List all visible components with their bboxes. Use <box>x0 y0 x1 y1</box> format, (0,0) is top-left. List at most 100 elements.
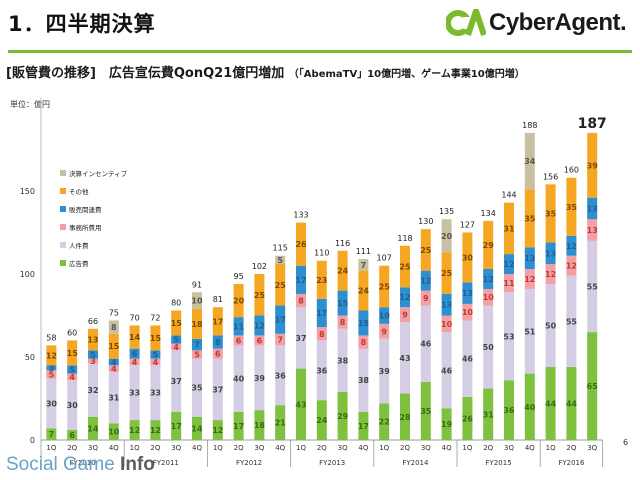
data-label: 46 <box>420 340 432 349</box>
bar-segment <box>67 340 78 366</box>
data-label: 7 <box>49 430 55 439</box>
x-tick-label: 3Q <box>504 444 514 452</box>
bar-segment <box>296 222 306 266</box>
x-tick-label: 3Q <box>421 444 431 452</box>
bar-segment <box>254 335 265 346</box>
legend-label: 決算インセンティブ <box>69 169 128 178</box>
data-label: 17 <box>358 422 369 431</box>
total-label: 127 <box>460 221 475 230</box>
data-label: 25 <box>275 281 287 290</box>
data-label: 35 <box>524 214 536 223</box>
cyberagent-logo: CyberAgent. <box>446 8 632 38</box>
data-label: 25 <box>420 246 432 255</box>
bar-segment <box>46 370 57 379</box>
bar-segment <box>400 307 410 323</box>
bar-segment <box>587 219 598 241</box>
watermark-text-b: Info <box>120 454 155 475</box>
data-label: 30 <box>67 401 79 410</box>
bar-segment <box>420 381 431 440</box>
bar-segment <box>212 348 223 359</box>
bar-segment <box>524 132 535 190</box>
data-label: 19 <box>441 420 453 429</box>
data-label: 23 <box>316 276 327 285</box>
bar-segment <box>337 250 348 291</box>
y-tick-label: 0 <box>30 436 35 445</box>
bar-segment <box>441 408 452 440</box>
data-label: 36 <box>316 366 328 375</box>
data-label: 17 <box>275 316 286 325</box>
bar-segment <box>254 345 265 411</box>
data-label: 17 <box>171 422 182 431</box>
x-tick-label: 1Q <box>213 444 223 452</box>
bar-segment <box>337 328 348 392</box>
data-label: 4 <box>173 343 179 352</box>
bar-segment <box>171 350 182 412</box>
cyberagent-logo-mark-icon <box>446 9 486 36</box>
data-label: 4 <box>111 365 117 374</box>
total-label: 115 <box>273 244 288 253</box>
data-label: 13 <box>462 289 473 298</box>
x-tick-label: 2Q <box>400 444 410 452</box>
data-label: 15 <box>171 319 183 328</box>
data-label: 8 <box>111 323 117 332</box>
data-label: 31 <box>108 394 120 403</box>
data-label: 33 <box>129 389 140 398</box>
data-label: 5 <box>69 365 75 374</box>
data-label: 31 <box>483 410 495 419</box>
total-label: 107 <box>377 254 392 263</box>
data-label: 13 <box>87 336 98 345</box>
data-label: 5 <box>173 336 179 345</box>
bar-segment <box>545 184 556 243</box>
data-label: 50 <box>545 321 557 330</box>
data-label: 5 <box>49 370 55 379</box>
bar-segment <box>316 298 327 328</box>
data-label: 46 <box>441 366 453 375</box>
data-label: 24 <box>316 416 328 425</box>
bar-segment <box>462 282 473 304</box>
data-label: 15 <box>108 342 120 351</box>
data-label: 25 <box>441 269 453 278</box>
bar-segment <box>67 365 78 374</box>
data-label: 10 <box>191 297 203 306</box>
page-title: 1．四半期決算 <box>8 12 156 36</box>
data-label: 32 <box>87 386 98 395</box>
total-label: 144 <box>501 191 516 200</box>
data-label: 6 <box>69 431 75 440</box>
bar-segment <box>483 220 494 270</box>
bar-segment <box>462 396 473 440</box>
data-label: 17 <box>316 309 327 318</box>
data-label: 10 <box>462 308 474 317</box>
bar-segment <box>171 335 182 344</box>
bar-segment <box>400 393 410 440</box>
fiscal-year-label: FY2010 <box>70 459 96 467</box>
data-label: 31 <box>503 224 515 233</box>
bar-segment <box>275 305 286 334</box>
data-label: 9 <box>423 294 429 303</box>
bar-segment <box>46 345 57 366</box>
data-label: 12 <box>420 277 431 286</box>
data-label: 37 <box>212 385 223 394</box>
bar-segment <box>192 416 202 440</box>
legend-swatch <box>60 242 66 248</box>
bar-segment <box>150 365 161 421</box>
bar-segment <box>108 365 119 372</box>
data-label: 12 <box>503 260 514 269</box>
bar-segment <box>233 283 244 318</box>
total-label: 58 <box>46 333 56 342</box>
bar-segment <box>441 293 452 316</box>
bar-segment <box>192 338 202 351</box>
bar-segment <box>337 315 348 329</box>
bar-segment <box>275 405 286 440</box>
data-label: 12 <box>254 321 265 330</box>
bar-segment <box>150 420 161 440</box>
bar-segment <box>108 320 119 334</box>
bar-segment <box>400 322 410 394</box>
bar-segment <box>420 305 431 382</box>
bar-segment <box>441 252 452 294</box>
data-label: 44 <box>566 399 578 408</box>
data-label: 9 <box>402 311 408 320</box>
x-tick-label: 3Q <box>338 444 348 452</box>
total-label: 188 <box>522 121 537 130</box>
bar-segment <box>566 275 577 367</box>
data-label: 25 <box>379 282 391 291</box>
